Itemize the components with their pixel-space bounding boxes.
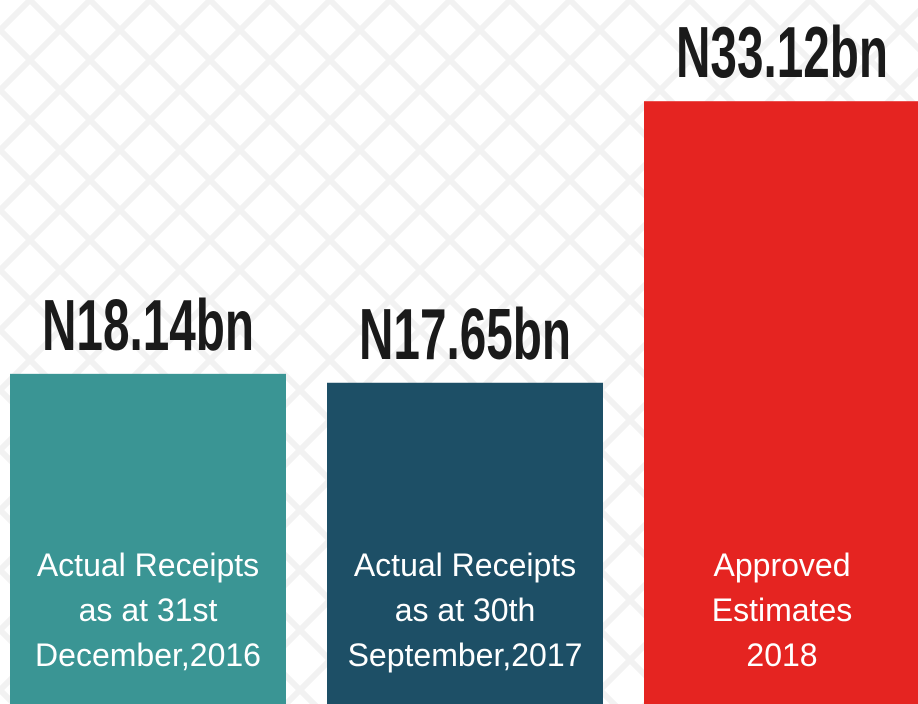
category-label: Estimates bbox=[712, 592, 852, 628]
value-label: N17.65bn bbox=[359, 295, 571, 375]
category-label: Approved bbox=[714, 547, 851, 583]
value-label: N33.12bn bbox=[676, 13, 888, 93]
category-label: September,2017 bbox=[348, 637, 583, 673]
category-label: December,2016 bbox=[35, 637, 261, 673]
bar bbox=[327, 382, 603, 704]
category-label: Actual Receipts bbox=[37, 547, 259, 583]
category-label: as at 31st bbox=[79, 592, 218, 628]
category-label: as at 30th bbox=[395, 592, 536, 628]
category-label: 2018 bbox=[746, 637, 817, 673]
bar bbox=[644, 101, 918, 704]
value-label: N18.14bn bbox=[42, 286, 254, 366]
bar bbox=[10, 373, 286, 704]
category-label: Actual Receipts bbox=[354, 547, 576, 583]
